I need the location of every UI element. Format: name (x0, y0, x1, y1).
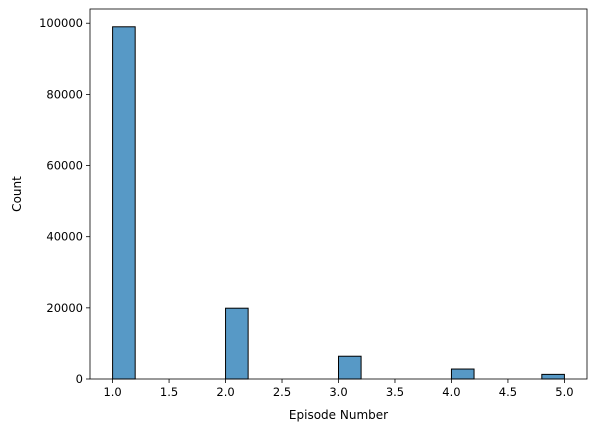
y-tick-label: 60000 (46, 159, 83, 173)
plot-frame (89, 8, 588, 380)
y-tick-label: 80000 (46, 87, 83, 101)
x-tick-label: 2.5 (273, 385, 291, 399)
histogram-bar (112, 26, 136, 380)
x-tick-label: 1.0 (103, 385, 121, 399)
histogram-bar (450, 368, 475, 380)
y-tick-label: 0 (76, 372, 83, 386)
x-axis-label: Episode Number (289, 408, 388, 422)
y-axis-label: Count (10, 176, 24, 212)
histogram-bar (225, 307, 249, 380)
bars-group (112, 26, 565, 380)
y-tick-label: 20000 (46, 301, 83, 315)
x-tick-label: 2.0 (216, 385, 234, 399)
y-tick-label: 40000 (46, 230, 83, 244)
y-axis-ticks: 0 20000 40000 60000 80000 100000 (39, 16, 90, 386)
histogram-bar (338, 355, 362, 380)
x-axis-ticks: 1.0 1.5 2.0 2.5 3.0 3.5 4.0 4.5 5.0 (103, 379, 574, 399)
x-tick-label: 1.5 (160, 385, 178, 399)
x-tick-label: 5.0 (555, 385, 573, 399)
y-tick-label: 100000 (39, 16, 83, 30)
x-tick-label: 3.0 (329, 385, 347, 399)
histogram-bar (541, 373, 565, 380)
x-tick-label: 3.5 (386, 385, 404, 399)
x-tick-label: 4.0 (442, 385, 460, 399)
x-tick-label: 4.5 (499, 385, 517, 399)
